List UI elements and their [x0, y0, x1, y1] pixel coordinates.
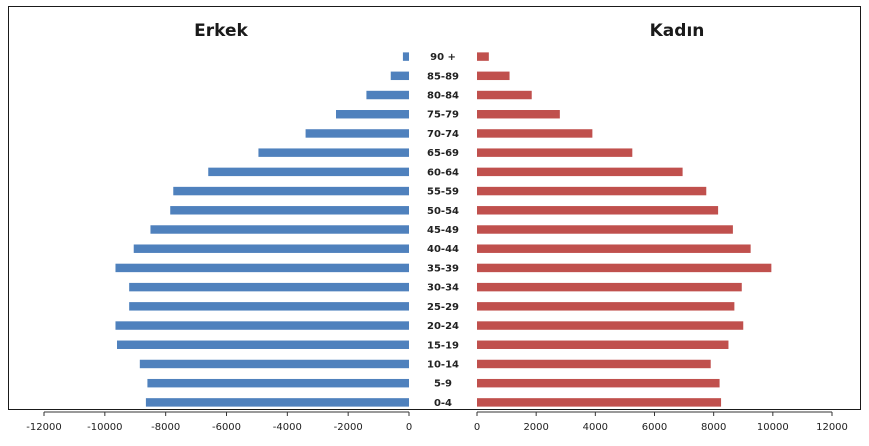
male-bar-5-9 [147, 378, 409, 388]
left-tick-label: -2000 [334, 422, 363, 433]
age-label-30-34: 30-34 [427, 283, 459, 294]
left-tick-label: -6000 [212, 422, 241, 433]
left-tick-label: 0 [406, 422, 412, 433]
age-label-5-9: 5-9 [434, 379, 452, 390]
age-label-85-89: 85-89 [427, 71, 459, 82]
female-bar-70-74 [477, 129, 593, 138]
male-bar-10-14 [139, 359, 409, 369]
age-label-90+: 90 + [430, 52, 456, 63]
female-bar-30-34 [477, 282, 742, 292]
male-bar-25-29 [129, 302, 409, 311]
male-bar-40-44 [133, 244, 409, 253]
age-label-40-44: 40-44 [427, 244, 459, 255]
right-tick-label: 4000 [583, 422, 608, 433]
male-bar-0-4 [145, 398, 410, 407]
female-bar-80-84 [477, 90, 532, 100]
female-bar-60-64 [477, 167, 683, 177]
female-bar-85-89 [477, 71, 510, 81]
right-tick-label: 2000 [523, 422, 548, 433]
right-tick-label: 12000 [816, 422, 848, 433]
left-tick-label: -10000 [87, 422, 122, 433]
left-x-axis: -12000 -10000 -8000 -6000 -4000 -2000 0 [26, 411, 412, 433]
male-bar-30-34 [129, 282, 409, 292]
male-bar-35-39 [115, 263, 410, 273]
female-bars-group [477, 52, 772, 407]
male-bar-90+ [402, 52, 409, 61]
female-bar-20-24 [477, 321, 744, 330]
right-x-axis: 0 2000 4000 6000 8000 10000 12000 [474, 411, 848, 433]
female-bar-90+ [477, 52, 489, 61]
male-bar-55-59 [173, 186, 409, 196]
right-tick-label: 8000 [701, 422, 726, 433]
female-bar-40-44 [477, 244, 751, 253]
male-bar-60-64 [208, 167, 409, 177]
age-label-35-39: 35-39 [427, 263, 459, 274]
male-bar-85-89 [390, 71, 409, 81]
male-bar-50-54 [170, 206, 409, 215]
age-label-0-4: 0-4 [434, 398, 452, 409]
female-bar-45-49 [477, 225, 733, 234]
male-bar-20-24 [115, 321, 410, 330]
male-bar-65-69 [258, 148, 409, 157]
male-bars-group [115, 52, 410, 407]
female-bar-15-19 [477, 340, 729, 349]
female-bar-75-79 [477, 110, 560, 119]
age-label-15-19: 15-19 [427, 340, 459, 351]
right-panel-title: Kadın [650, 21, 705, 41]
female-bar-50-54 [477, 206, 719, 215]
female-bar-35-39 [477, 263, 772, 273]
female-bar-65-69 [477, 148, 633, 157]
female-bar-10-14 [477, 359, 711, 369]
male-bar-80-84 [366, 90, 409, 100]
male-bar-75-79 [336, 110, 409, 119]
left-tick-label: -12000 [26, 422, 61, 433]
female-bar-55-59 [477, 186, 707, 196]
left-panel-title: Erkek [194, 21, 248, 41]
male-bar-15-19 [117, 340, 409, 349]
right-tick-label: 10000 [757, 422, 789, 433]
right-tick-label: 6000 [642, 422, 667, 433]
age-label-70-74: 70-74 [427, 129, 459, 140]
age-label-10-14: 10-14 [427, 359, 459, 370]
age-label-75-79: 75-79 [427, 110, 459, 121]
female-bar-0-4 [477, 398, 722, 407]
right-tick-label: 0 [474, 422, 480, 433]
age-label-80-84: 80-84 [427, 91, 459, 102]
male-bar-70-74 [305, 129, 409, 138]
left-tick-label: -4000 [273, 422, 302, 433]
male-bar-45-49 [150, 225, 410, 234]
female-bar-25-29 [477, 302, 735, 311]
left-tick-label: -8000 [151, 422, 180, 433]
age-label-20-24: 20-24 [427, 321, 459, 332]
female-bar-5-9 [477, 378, 720, 388]
age-label-55-59: 55-59 [427, 187, 459, 198]
age-label-25-29: 25-29 [427, 302, 459, 313]
age-label-60-64: 60-64 [427, 167, 459, 178]
age-label-45-49: 45-49 [427, 225, 459, 236]
age-group-labels: 0-4 5-9 10-14 15-19 20-24 25-29 30-34 35-39 40-4… [427, 52, 459, 409]
age-label-65-69: 65-69 [427, 148, 459, 159]
age-label-50-54: 50-54 [427, 206, 459, 217]
